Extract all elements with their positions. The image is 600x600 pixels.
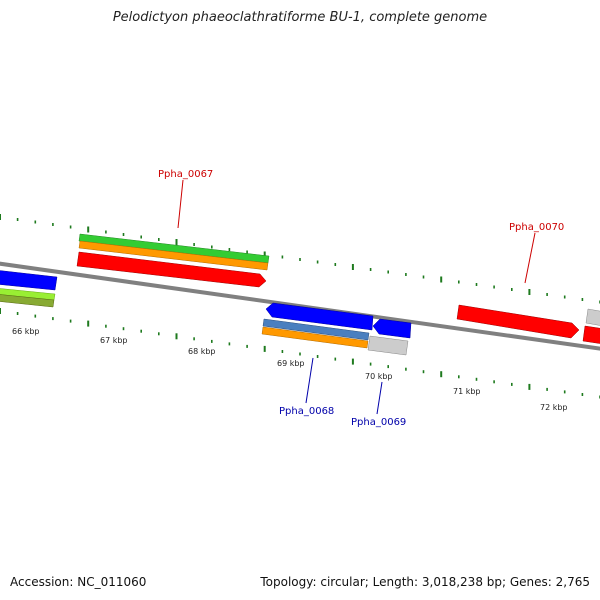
gene-bar-steelblue[interactable] <box>262 318 370 341</box>
callout-line-ppha-0069 <box>376 381 383 415</box>
callout-line-ppha-0068 <box>305 357 314 404</box>
callout-line-ppha-0070 <box>524 232 536 284</box>
gene-label-ppha-0068[interactable]: Ppha_0068 <box>279 406 334 417</box>
gene-label-ppha-0069[interactable]: Ppha_0069 <box>351 417 406 428</box>
gene-bar-gray-right-edge[interactable] <box>585 308 600 326</box>
gene-arrow-right-edge[interactable] <box>582 325 600 344</box>
map-title: Pelodictyon phaeoclathratiforme BU-1, co… <box>112 10 488 25</box>
gene-arrow-left-blue[interactable] <box>0 270 58 291</box>
gene-arrow-ppha-0069[interactable] <box>372 318 412 339</box>
gene-track-reverse <box>0 270 412 356</box>
scale-label: 67 kbp <box>100 336 128 345</box>
gene-bar-orange-lower[interactable] <box>261 326 369 349</box>
gene-bar-orange[interactable] <box>78 240 269 271</box>
accession-text: Accession: NC_011060 <box>10 575 147 589</box>
genome-summary-text: Topology: circular; Length: 3,018,238 bp… <box>260 575 590 589</box>
gene-callouts <box>177 179 536 415</box>
gene-track-forward <box>76 233 600 344</box>
gene-bar-olive[interactable] <box>0 294 55 308</box>
scale-label: 71 kbp <box>453 387 481 396</box>
gene-labels: Ppha_0067 Ppha_0070 Ppha_0068 Ppha_0069 <box>158 169 564 428</box>
gene-arrow-ppha-0068[interactable] <box>265 302 374 331</box>
scale-labels: 66 kbp 67 kbp 68 kbp 69 kbp 70 kbp 71 kb… <box>12 327 568 412</box>
scale-label: 72 kbp <box>540 403 568 412</box>
scale-label: 68 kbp <box>188 347 216 356</box>
gene-label-ppha-0067[interactable]: Ppha_0067 <box>158 169 213 180</box>
scale-label: 66 kbp <box>12 327 40 336</box>
gene-arrow-ppha-0070[interactable] <box>456 304 580 339</box>
scale-label: 69 kbp <box>277 359 305 368</box>
genome-backbone <box>0 261 600 351</box>
gene-bar-gray[interactable] <box>367 335 409 356</box>
scale-label: 70 kbp <box>365 372 393 381</box>
callout-line-ppha-0067 <box>177 179 184 229</box>
gene-arrow-ppha-0067[interactable] <box>76 251 267 288</box>
inner-scale-ticks <box>0 308 600 399</box>
gene-label-ppha-0070[interactable]: Ppha_0070 <box>509 222 564 233</box>
